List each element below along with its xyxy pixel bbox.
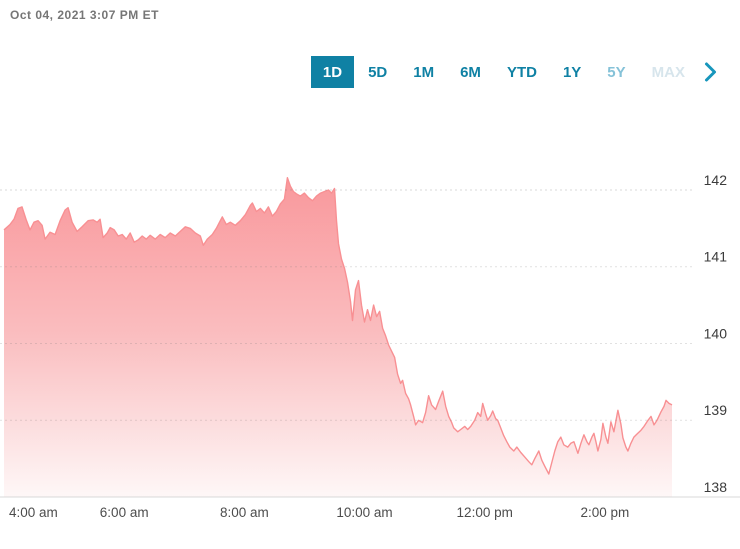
y-tick-139: 139	[704, 402, 728, 418]
tab-ytd[interactable]: YTD	[506, 63, 537, 81]
tab-max[interactable]: MAX	[651, 63, 685, 81]
x-tick-2pm: 2:00 pm	[581, 505, 630, 520]
x-tick-4am: 4:00 am	[9, 505, 58, 520]
x-tick-6am: 6:00 am	[100, 505, 149, 520]
y-axis-labels: 142 141 140 139 138	[704, 172, 728, 495]
chevron-right-icon[interactable]	[700, 56, 720, 88]
tab-6m[interactable]: 6M	[460, 63, 481, 81]
tab-1d[interactable]: 1D	[310, 56, 355, 88]
x-tick-10am: 10:00 am	[336, 505, 392, 520]
time-range-tabs: 1D 5D 1M 6M YTD 1Y 5Y MAX	[310, 56, 720, 88]
x-axis-labels: 4:00 am 6:00 am 8:00 am 10:00 am 12:00 p…	[9, 505, 629, 520]
y-tick-142: 142	[704, 172, 728, 188]
price-line	[3, 177, 673, 475]
tab-5y[interactable]: 5Y	[607, 63, 626, 81]
tab-1m[interactable]: 1M	[413, 63, 435, 81]
gridlines	[0, 189, 740, 498]
quote-timestamp: Oct 04, 2021 3:07 PM ET	[10, 8, 159, 22]
tab-1y[interactable]: 1Y	[562, 63, 582, 81]
x-tick-8am: 8:00 am	[220, 505, 269, 520]
y-tick-141: 141	[704, 249, 728, 265]
x-tick-12pm: 12:00 pm	[457, 505, 513, 520]
tab-5d[interactable]: 5D	[368, 63, 388, 81]
y-tick-140: 140	[704, 326, 728, 342]
y-tick-138: 138	[704, 479, 728, 495]
price-area	[4, 177, 672, 497]
